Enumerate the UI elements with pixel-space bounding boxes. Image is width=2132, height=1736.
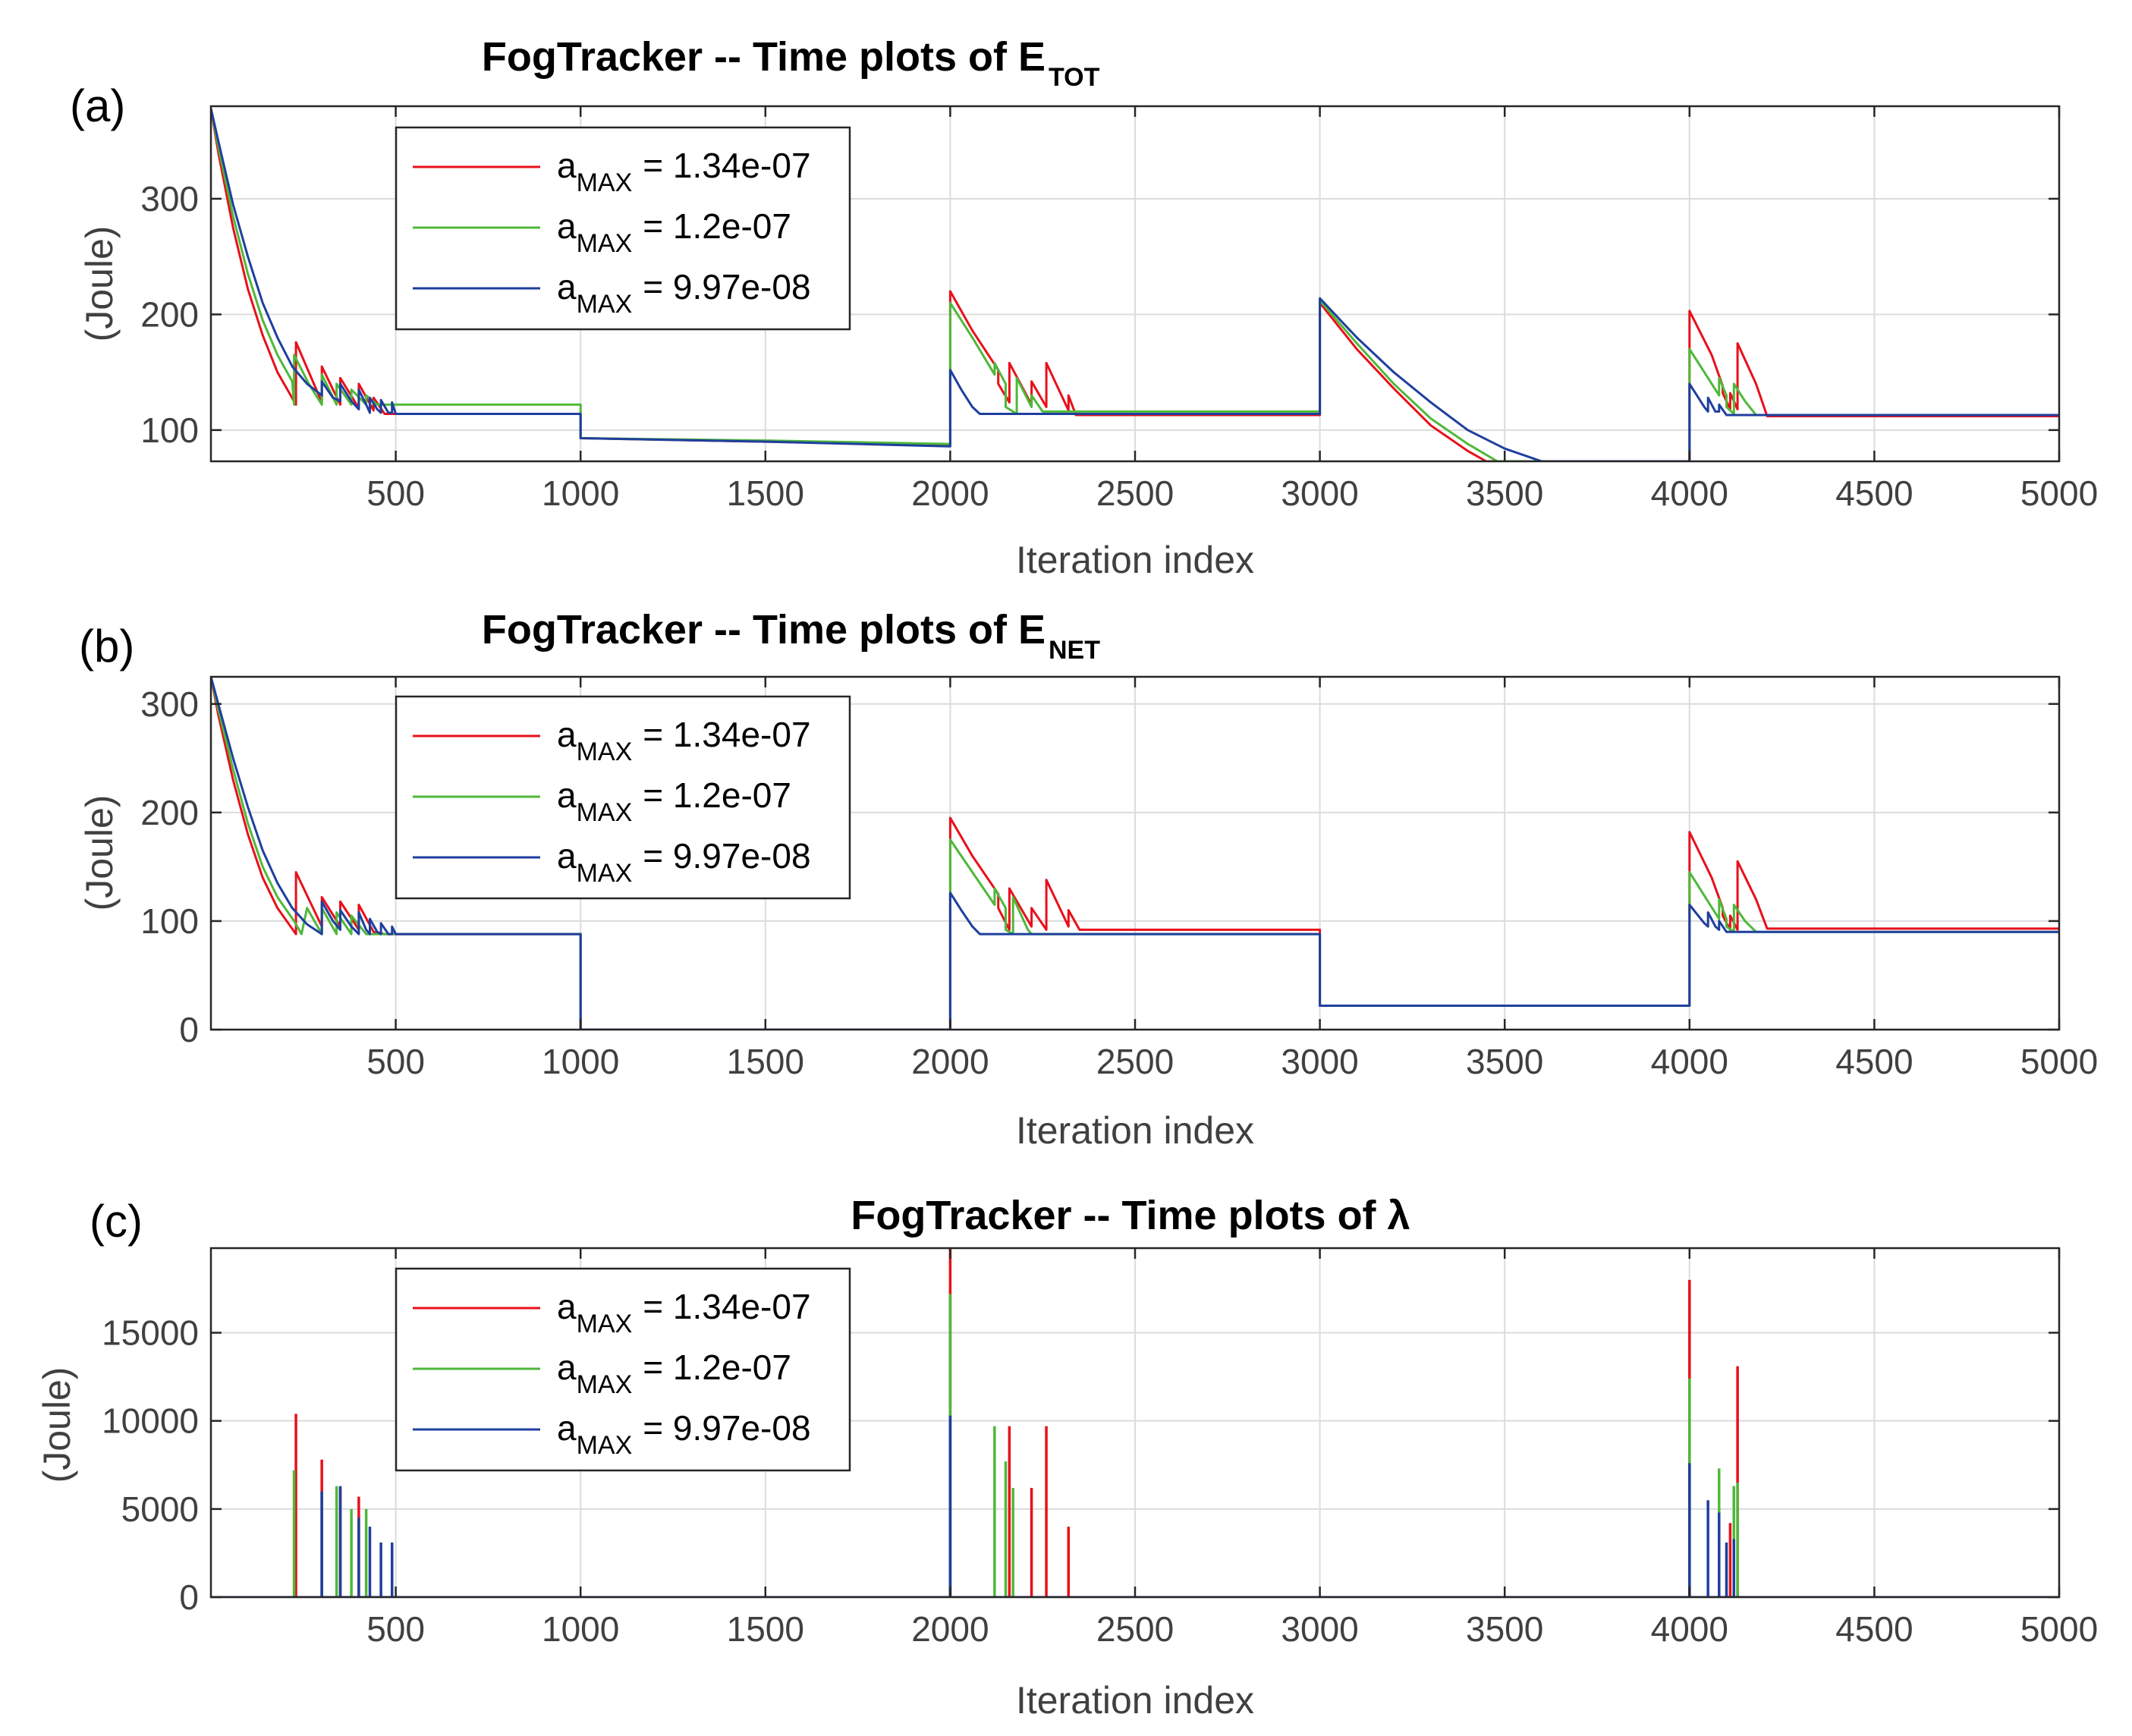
legend: aMAX = 1.34e-07 aMAX = 1.2e-07 aMAX = 9.97e-0… — [395, 695, 851, 900]
legend-entry-label: aMAX = 1.2e-07 — [557, 775, 791, 827]
y-tick-label: 0 — [179, 1010, 199, 1049]
x-tick-label: 1500 — [727, 473, 804, 513]
x-tick-label: 5000 — [2020, 473, 2098, 513]
chart-title: FogTracker -- Time plots of E — [482, 607, 1046, 653]
x-tick-label: 3000 — [1281, 1042, 1358, 1081]
y-tick-label: 200 — [140, 793, 199, 832]
ticks: 500 1000 1500 2000 2500 3000 3500 4000 4500 5000 0… — [140, 677, 2098, 1081]
y-tick-label: 200 — [140, 294, 199, 334]
legend-entry-label: aMAX = 1.34e-07 — [557, 1287, 811, 1338]
x-tick-label: 4500 — [1835, 1042, 1913, 1081]
x-tick-label: 5000 — [2020, 1042, 2098, 1081]
legend: aMAX = 1.34e-07 aMAX = 1.2e-07 aMAX = 9.97e-0… — [395, 1267, 851, 1472]
legend-entry-label: aMAX = 9.97e-08 — [557, 1408, 811, 1460]
x-tick-label: 1000 — [542, 1042, 619, 1081]
x-tick-label: 4500 — [1835, 1609, 1913, 1649]
x-tick-label: 2000 — [911, 1042, 989, 1081]
x-tick-label: 3000 — [1281, 1609, 1358, 1649]
series-line — [211, 677, 2059, 1030]
y-tick-label: 0 — [179, 1577, 199, 1617]
chart-title: FogTracker -- Time plots of λ — [851, 1193, 1410, 1238]
x-tick-label: 1000 — [542, 473, 619, 513]
legend-entry-label: aMAX = 1.34e-07 — [557, 146, 811, 197]
x-tick-label: 2500 — [1096, 1609, 1174, 1649]
chart-title-subscript: NET — [1049, 636, 1100, 665]
y-tick-label: 300 — [140, 684, 199, 724]
y-tick-label: 100 — [140, 410, 199, 450]
x-axis-label: Iteration index — [1016, 1679, 1254, 1722]
x-tick-label: 2000 — [911, 473, 989, 513]
panel-label: (c) — [90, 1196, 143, 1247]
y-tick-label: 100 — [140, 901, 199, 941]
plot-frame — [209, 105, 2061, 463]
series — [211, 108, 2059, 461]
x-tick-label: 1500 — [727, 1042, 804, 1081]
x-tick-label: 3500 — [1466, 1609, 1543, 1649]
ticks: 500 1000 1500 2000 2500 3000 3500 4000 4500 5000 0… — [102, 1248, 2098, 1649]
panel-b: (b) FogTracker -- Time plots of E NET It… — [78, 607, 2098, 1152]
chart-title: FogTracker -- Time plots of E — [482, 34, 1046, 80]
legend: aMAX = 1.34e-07 aMAX = 1.2e-07 aMAX = 9.97e-0… — [395, 126, 851, 331]
y-axis-label: (Joule) — [36, 1367, 78, 1483]
chart-title-subscript: TOT — [1049, 63, 1100, 92]
legend-entry-label: aMAX = 1.2e-07 — [557, 1348, 791, 1399]
panel-c: (c) FogTracker -- Time plots of λ Iterat… — [36, 1193, 2098, 1722]
series — [211, 1248, 2059, 1597]
legend-entry-label: aMAX = 9.97e-08 — [557, 267, 811, 319]
series-line — [211, 108, 2059, 461]
x-tick-label: 500 — [366, 473, 425, 513]
plot-frame — [209, 1247, 2061, 1599]
y-axis-label: (Joule) — [78, 226, 121, 342]
y-tick-label: 300 — [140, 179, 199, 219]
legend-entry-label: aMAX = 1.2e-07 — [557, 206, 791, 258]
plot-frame — [209, 675, 2061, 1031]
x-tick-label: 500 — [366, 1042, 425, 1081]
x-tick-label: 1000 — [542, 1609, 619, 1649]
y-tick-label: 15000 — [102, 1313, 199, 1353]
legend-entry-label: aMAX = 9.97e-08 — [557, 836, 811, 888]
series — [211, 677, 2059, 1030]
series-line — [211, 677, 2059, 1030]
x-tick-label: 4000 — [1651, 1042, 1728, 1081]
panel-a: (a) FogTracker -- Time plots of E TOT It… — [70, 34, 2098, 581]
x-tick-label: 5000 — [2020, 1609, 2098, 1649]
x-tick-label: 3500 — [1466, 1042, 1543, 1081]
panel-label: (a) — [70, 80, 125, 131]
ticks: 500 1000 1500 2000 2500 3000 3500 4000 4500 5000 1… — [140, 106, 2098, 513]
x-tick-label: 4000 — [1651, 473, 1728, 513]
y-axis-label: (Joule) — [78, 795, 121, 911]
panel-label: (b) — [79, 621, 134, 671]
x-axis-label: Iteration index — [1016, 539, 1254, 581]
x-axis-label: Iteration index — [1016, 1109, 1254, 1152]
x-tick-label: 3500 — [1466, 473, 1543, 513]
y-tick-label: 10000 — [102, 1401, 199, 1441]
x-tick-label: 1500 — [727, 1609, 804, 1649]
x-tick-label: 4000 — [1651, 1609, 1728, 1649]
y-tick-label: 5000 — [121, 1489, 199, 1529]
x-tick-label: 2500 — [1096, 1042, 1174, 1081]
x-tick-label: 2000 — [911, 1609, 989, 1649]
x-tick-label: 500 — [366, 1609, 425, 1649]
x-tick-label: 4500 — [1835, 473, 1913, 513]
legend-entry-label: aMAX = 1.34e-07 — [557, 715, 811, 766]
x-tick-label: 2500 — [1096, 473, 1174, 513]
x-tick-label: 3000 — [1281, 473, 1358, 513]
